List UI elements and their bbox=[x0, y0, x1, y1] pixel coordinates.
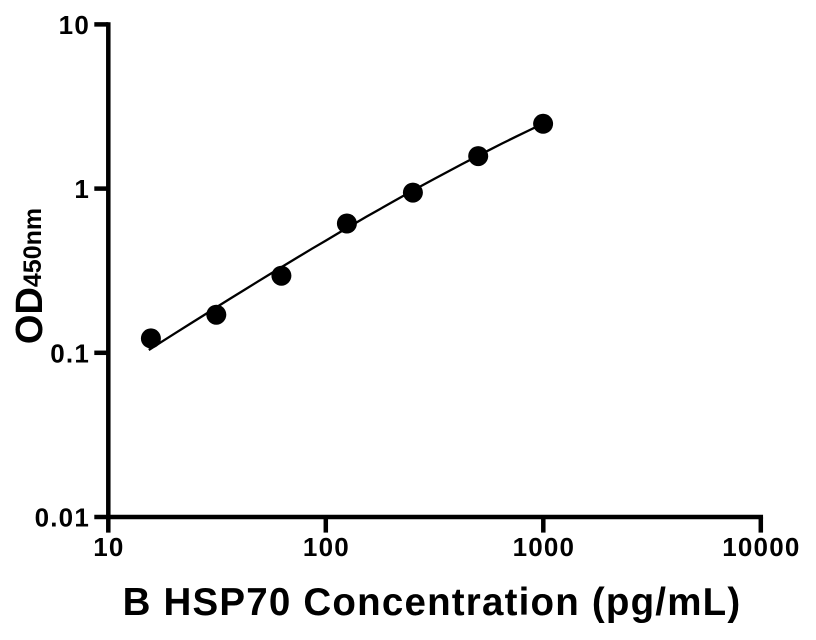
svg-text:10000: 10000 bbox=[722, 532, 800, 562]
svg-text:B HSP70 Concentration (pg/mL): B HSP70 Concentration (pg/mL) bbox=[123, 581, 742, 624]
svg-text:0.1: 0.1 bbox=[50, 338, 90, 368]
svg-text:1000: 1000 bbox=[513, 532, 576, 562]
svg-text:100: 100 bbox=[303, 532, 350, 562]
svg-text:0.01: 0.01 bbox=[35, 503, 90, 533]
svg-text:1: 1 bbox=[74, 174, 90, 204]
svg-text:10: 10 bbox=[93, 532, 124, 562]
svg-text:10: 10 bbox=[59, 10, 90, 40]
